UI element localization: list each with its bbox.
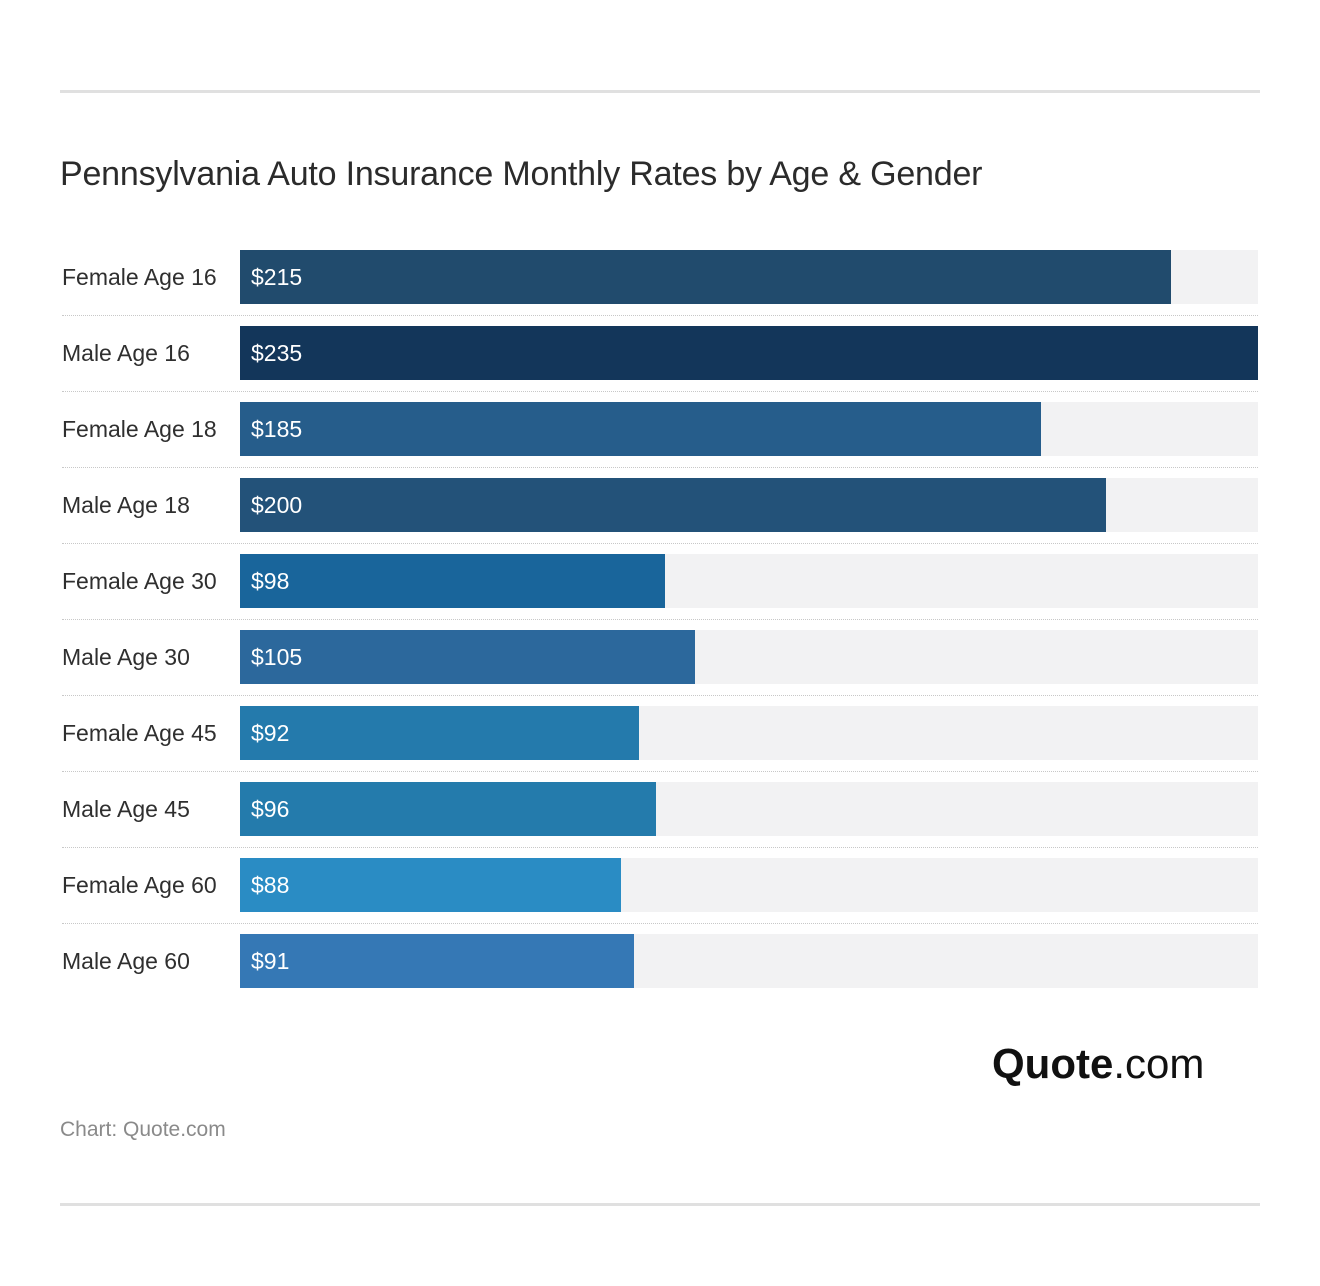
bar: $91 — [240, 934, 634, 988]
row-separator — [62, 467, 1258, 468]
top-divider — [60, 90, 1260, 93]
bar-value-label: $185 — [251, 416, 303, 442]
bar-value-label: $200 — [251, 492, 303, 518]
bar-track: $200 — [240, 478, 1258, 532]
bar-track: $92 — [240, 706, 1258, 760]
category-label: Female Age 16 — [62, 264, 217, 290]
bar-value-label: $105 — [251, 644, 303, 670]
bar: $98 — [240, 554, 665, 608]
bar-track: $91 — [240, 934, 1258, 988]
bar: $235 — [240, 326, 1258, 380]
bar-track: $96 — [240, 782, 1258, 836]
bar-value-label: $98 — [251, 568, 290, 594]
bar: $215 — [240, 250, 1171, 304]
bar-track: $215 — [240, 250, 1258, 304]
row-separator — [62, 543, 1258, 544]
bar: $105 — [240, 630, 695, 684]
row-separator — [62, 923, 1258, 924]
quote-logo: Quote.com — [992, 1040, 1204, 1088]
row-separator — [62, 391, 1258, 392]
bar: $185 — [240, 402, 1041, 456]
bar-row: Male Age 60 $91 — [62, 934, 1258, 988]
bar-row: Male Age 18 $200 — [62, 478, 1258, 532]
chart-source: Chart: Quote.com — [60, 1118, 226, 1141]
bar: $92 — [240, 706, 639, 760]
row-separator — [62, 771, 1258, 772]
bar: $200 — [240, 478, 1106, 532]
row-separator — [62, 695, 1258, 696]
row-separator — [62, 619, 1258, 620]
bar-value-label: $215 — [251, 264, 303, 290]
bar-track: $105 — [240, 630, 1258, 684]
bar: $88 — [240, 858, 621, 912]
logo-domain-text: .com — [1113, 1040, 1205, 1087]
bar-value-label: $92 — [251, 720, 290, 746]
category-label: Male Age 60 — [62, 948, 190, 974]
category-label: Female Age 18 — [62, 416, 217, 442]
bar-value-label: $88 — [251, 872, 290, 898]
category-label: Male Age 45 — [62, 796, 190, 822]
bar-row: Female Age 18 $185 — [62, 402, 1258, 456]
bar-track: $235 — [240, 326, 1258, 380]
bar-value-label: $91 — [251, 948, 290, 974]
category-label: Male Age 16 — [62, 340, 190, 366]
bar-row: Male Age 30 $105 — [62, 630, 1258, 684]
chart-title: Pennsylvania Auto Insurance Monthly Rate… — [60, 155, 983, 193]
bar-row: Male Age 16 $235 — [62, 326, 1258, 380]
bar: $96 — [240, 782, 656, 836]
bottom-divider — [60, 1203, 1260, 1206]
category-label: Female Age 45 — [62, 720, 217, 746]
category-label: Female Age 30 — [62, 568, 217, 594]
logo-bold-text: Quote — [992, 1040, 1114, 1087]
bar-row: Female Age 16 $215 — [62, 250, 1258, 304]
bar-row: Male Age 45 $96 — [62, 782, 1258, 836]
row-separator — [62, 847, 1258, 848]
category-label: Male Age 18 — [62, 492, 190, 518]
category-label: Female Age 60 — [62, 872, 217, 898]
bar-track: $98 — [240, 554, 1258, 608]
bar-value-label: $235 — [251, 340, 303, 366]
category-label: Male Age 30 — [62, 644, 190, 670]
row-separator — [62, 315, 1258, 316]
bar-track: $88 — [240, 858, 1258, 912]
bar-row: Female Age 30 $98 — [62, 554, 1258, 608]
bar-value-label: $96 — [251, 796, 290, 822]
bar-row: Female Age 45 $92 — [62, 706, 1258, 760]
bar-row: Female Age 60 $88 — [62, 858, 1258, 912]
bar-track: $185 — [240, 402, 1258, 456]
